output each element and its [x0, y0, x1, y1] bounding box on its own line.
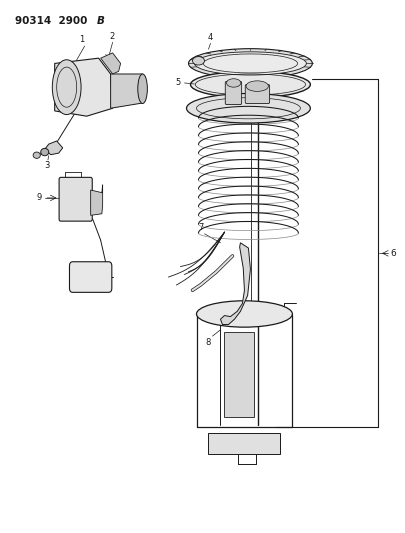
Text: 1: 1 — [79, 35, 85, 44]
Polygon shape — [55, 58, 113, 116]
Text: 8: 8 — [206, 338, 211, 346]
Ellipse shape — [52, 60, 81, 115]
FancyBboxPatch shape — [225, 82, 242, 104]
Ellipse shape — [192, 56, 205, 65]
Polygon shape — [45, 141, 63, 155]
Polygon shape — [220, 243, 250, 325]
Polygon shape — [91, 185, 102, 215]
Text: 5: 5 — [175, 78, 181, 87]
Text: 3: 3 — [44, 161, 49, 170]
Ellipse shape — [196, 301, 292, 327]
FancyBboxPatch shape — [70, 262, 112, 292]
Ellipse shape — [138, 74, 147, 103]
Text: 6: 6 — [390, 249, 396, 258]
Ellipse shape — [187, 93, 310, 123]
Ellipse shape — [226, 79, 241, 87]
Ellipse shape — [33, 152, 40, 158]
Ellipse shape — [190, 71, 310, 98]
Text: B: B — [97, 16, 105, 26]
Text: 9: 9 — [36, 193, 41, 203]
Text: 90314  2900: 90314 2900 — [15, 16, 87, 26]
Bar — [224, 332, 254, 417]
Polygon shape — [111, 74, 143, 108]
Ellipse shape — [194, 52, 306, 75]
Bar — [209, 433, 280, 454]
Polygon shape — [100, 53, 121, 74]
Text: 2: 2 — [109, 32, 115, 41]
Ellipse shape — [41, 148, 49, 156]
Text: 7: 7 — [198, 223, 203, 232]
FancyBboxPatch shape — [59, 177, 92, 221]
Text: 4: 4 — [208, 34, 213, 42]
Ellipse shape — [246, 81, 269, 91]
FancyBboxPatch shape — [245, 85, 270, 103]
Ellipse shape — [188, 49, 312, 78]
